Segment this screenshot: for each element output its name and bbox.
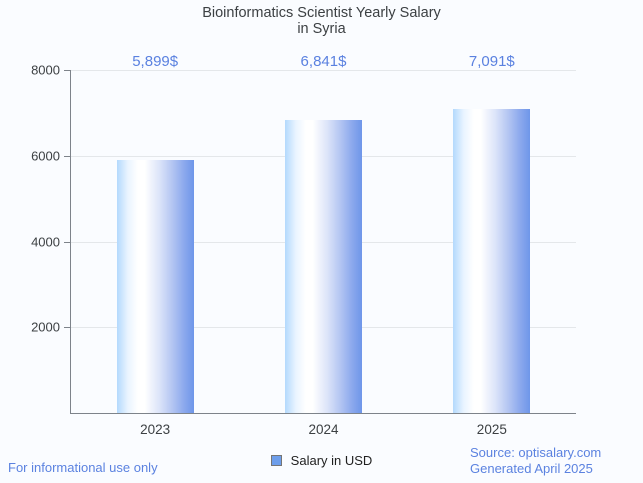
value-label-2024: 6,841$ [300, 53, 347, 70]
y-tick-mark [64, 155, 71, 157]
disclaimer-text: For informational use only [8, 460, 158, 475]
legend: Salary in USD [0, 453, 643, 468]
source-block: Source: optisalary.com Generated April 2… [470, 445, 601, 477]
legend-marker-icon [270, 455, 282, 466]
generated-text: Generated April 2025 [470, 461, 593, 476]
value-label-2025: 7,091$ [468, 53, 515, 70]
y-tick-label: 4000 [31, 234, 60, 249]
bar-2025[interactable] [453, 108, 531, 413]
gridline [71, 70, 576, 71]
y-tick-label: 6000 [31, 148, 60, 164]
bar-2023[interactable] [116, 160, 194, 413]
source-text: Source: optisalary.com [470, 445, 602, 460]
x-tick-label-2025: 2025 [476, 422, 507, 437]
y-tick-mark [64, 70, 71, 71]
chart-title: Bioinformatics Scientist Yearly Salary i… [0, 5, 643, 37]
y-tick-label: 2000 [31, 319, 60, 335]
value-label-2023: 5,899$ [132, 53, 179, 70]
x-tick-label-2024: 2024 [308, 422, 339, 437]
x-tick-label-2023: 2023 [140, 422, 171, 437]
plot-area: 2000 4000 6000 8000 5,899$ 2023 6,841$ 2024 7,09… [31, 53, 576, 437]
legend-label: Salary in USD [290, 453, 373, 468]
chart-title-line2: in Syria [297, 21, 346, 37]
y-tick-label: 8000 [31, 62, 60, 78]
bar-2024[interactable] [285, 119, 362, 413]
chart-title-line1: Bioinformatics Scientist Yearly Salary [202, 5, 441, 21]
y-tick-mark [64, 327, 71, 329]
y-tick-mark [64, 241, 71, 243]
